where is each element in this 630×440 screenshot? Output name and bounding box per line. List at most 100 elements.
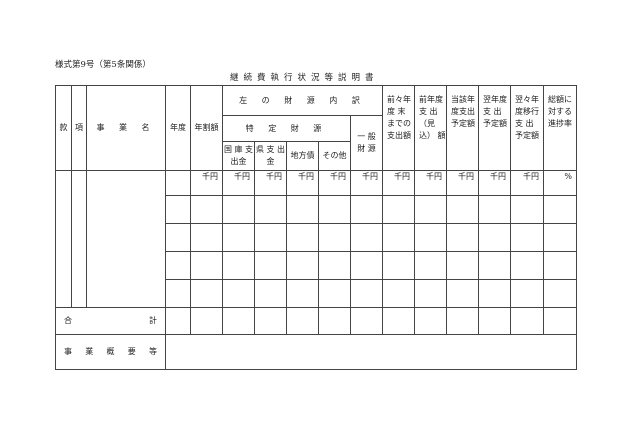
cell[interactable] [254, 195, 287, 224]
cell[interactable] [510, 195, 544, 224]
cell[interactable] [382, 307, 415, 335]
cell[interactable] [543, 251, 577, 280]
cell[interactable] [286, 307, 319, 335]
cell[interactable] [543, 307, 577, 335]
cell[interactable] [478, 279, 511, 308]
cell[interactable] [350, 195, 383, 224]
unit-label: 千円 [318, 170, 351, 196]
cell[interactable] [190, 195, 223, 224]
cell[interactable] [254, 279, 287, 308]
unit-label: 千円 [350, 170, 383, 196]
unit-label: 千円 [446, 170, 479, 196]
jigyo-name-cell[interactable] [86, 170, 166, 308]
cell[interactable] [543, 223, 577, 252]
cell[interactable] [350, 223, 383, 252]
header-ken: 県 支 出 金 [254, 141, 287, 171]
unit-label: 千円 [510, 170, 544, 196]
cell[interactable] [414, 251, 447, 280]
header-shinchoku: 総額に 対する 進捗率 [543, 85, 577, 171]
cell[interactable] [286, 223, 319, 252]
summary-cell[interactable] [165, 334, 577, 370]
header-kou: 項 [71, 85, 87, 171]
unit-label: 千円 [254, 170, 287, 196]
header-jigyo-name: 事 業 名 [86, 85, 166, 171]
cell[interactable] [318, 195, 351, 224]
cell[interactable] [318, 307, 351, 335]
header-ippan-zaigen: 一 般 財 源 [350, 115, 383, 171]
header-tokutei-zaigen: 特 定 財 源 [222, 115, 351, 142]
cell[interactable] [165, 223, 191, 252]
cell[interactable] [414, 223, 447, 252]
cell[interactable] [222, 307, 255, 335]
cell[interactable] [190, 307, 223, 335]
cell[interactable] [478, 195, 511, 224]
cell[interactable] [254, 223, 287, 252]
cell[interactable] [382, 195, 415, 224]
cell[interactable] [543, 195, 577, 224]
cell[interactable] [190, 251, 223, 280]
cell[interactable] [543, 279, 577, 308]
cell[interactable] [446, 307, 479, 335]
cell[interactable] [446, 195, 479, 224]
unit-label: 千円 [222, 170, 255, 196]
kan-cell[interactable] [55, 170, 72, 308]
cell[interactable] [478, 307, 511, 335]
kou-cell[interactable] [71, 170, 87, 308]
cell[interactable] [446, 279, 479, 308]
cell[interactable] [414, 279, 447, 308]
execution-status-table: 款 項 事 業 名 年度 年割額 左 の 財 源 内 訳 前々年 度 末 までの… [55, 85, 577, 370]
cell[interactable] [318, 279, 351, 308]
cell[interactable] [382, 251, 415, 280]
summary-row: 事 業 概 要 等 [55, 334, 577, 370]
header-yokuyoku: 翌々年 度移行 支 出 予定額 [510, 85, 544, 171]
cell[interactable] [510, 223, 544, 252]
cell[interactable] [478, 251, 511, 280]
cell[interactable] [286, 279, 319, 308]
cell[interactable] [286, 251, 319, 280]
unit-label: 千円 [190, 170, 223, 196]
cell[interactable] [382, 223, 415, 252]
cell[interactable] [446, 251, 479, 280]
unit-label: % [543, 170, 577, 196]
cell[interactable] [165, 279, 191, 308]
table-row [56, 251, 577, 280]
cell[interactable] [190, 223, 223, 252]
cell[interactable] [165, 251, 191, 280]
nendo-cell[interactable] [165, 170, 191, 196]
document-title: 継続費執行状況等説明書 [230, 73, 379, 83]
header-kan: 款 [55, 85, 72, 171]
table-row [56, 195, 577, 224]
cell[interactable] [222, 195, 255, 224]
cell[interactable] [165, 307, 191, 335]
cell[interactable] [286, 195, 319, 224]
cell[interactable] [350, 251, 383, 280]
cell[interactable] [222, 279, 255, 308]
cell[interactable] [190, 279, 223, 308]
cell[interactable] [510, 251, 544, 280]
cell[interactable] [254, 307, 287, 335]
unit-label: 千円 [286, 170, 319, 196]
cell[interactable] [510, 279, 544, 308]
header-tougai: 当該年 度支出 予定額 [446, 85, 479, 171]
cell[interactable] [382, 279, 415, 308]
header-sonota: その他 [318, 141, 351, 171]
cell[interactable] [254, 251, 287, 280]
unit-label: 千円 [382, 170, 415, 196]
cell[interactable] [414, 195, 447, 224]
cell[interactable] [222, 223, 255, 252]
header-yokunen: 翌年度 支 出 予定額 [478, 85, 511, 171]
cell[interactable] [446, 223, 479, 252]
header-chihosai: 地方債 [286, 141, 319, 171]
cell[interactable] [414, 307, 447, 335]
cell[interactable] [165, 195, 191, 224]
cell[interactable] [510, 307, 544, 335]
cell[interactable] [222, 251, 255, 280]
header-nenwari: 年割額 [190, 85, 223, 171]
cell[interactable] [478, 223, 511, 252]
cell[interactable] [350, 279, 383, 308]
cell[interactable] [350, 307, 383, 335]
cell[interactable] [318, 223, 351, 252]
cell[interactable] [318, 251, 351, 280]
header-zenzen: 前々年 度 末 までの 支出額 [382, 85, 415, 171]
header-kokko: 国 庫 支出金 [222, 141, 255, 171]
